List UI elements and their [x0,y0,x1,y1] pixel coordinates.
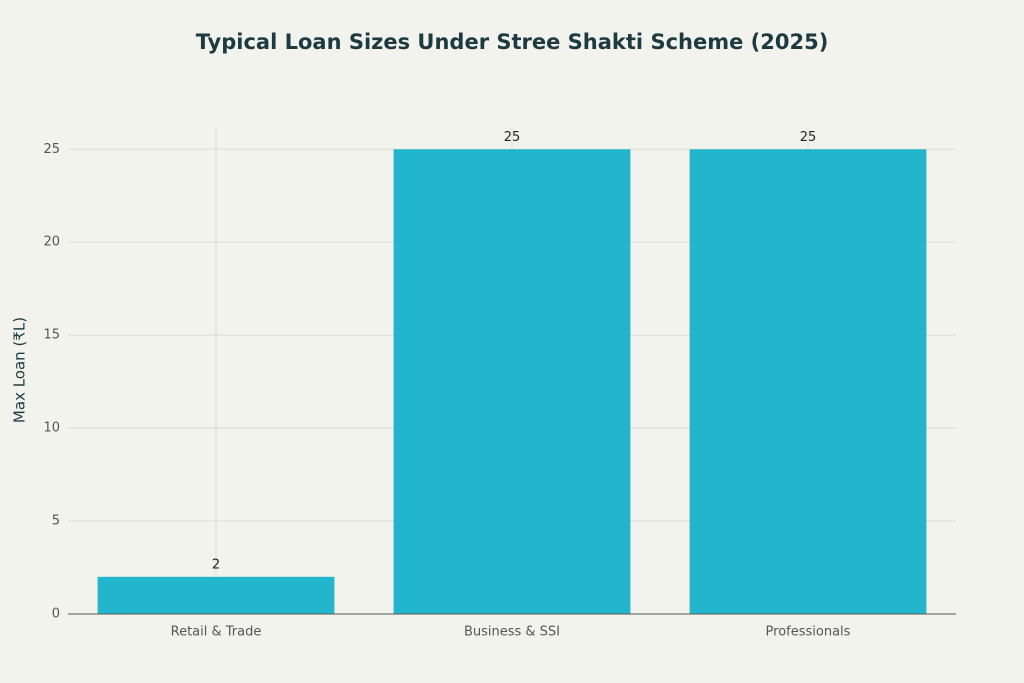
bar [97,576,335,614]
x-tick-label: Retail & Trade [171,625,262,640]
y-tick-label: 15 [43,328,60,343]
value-label: 25 [504,130,521,145]
x-tick-label: Business & SSI [464,625,560,640]
value-label: 25 [800,130,817,145]
x-tick-label: Professionals [766,625,851,640]
y-axis-label: Max Loan (₹L) [11,317,29,423]
y-tick-label: 10 [43,421,60,436]
bar [393,149,631,614]
y-tick-label: 20 [43,235,60,250]
bar [689,149,927,614]
chart-title: Typical Loan Sizes Under Stree Shakti Sc… [196,30,829,54]
y-tick-label: 0 [52,607,60,622]
y-tick-label: 25 [43,142,60,157]
y-tick-label: 5 [52,514,60,529]
value-label: 2 [212,557,220,572]
